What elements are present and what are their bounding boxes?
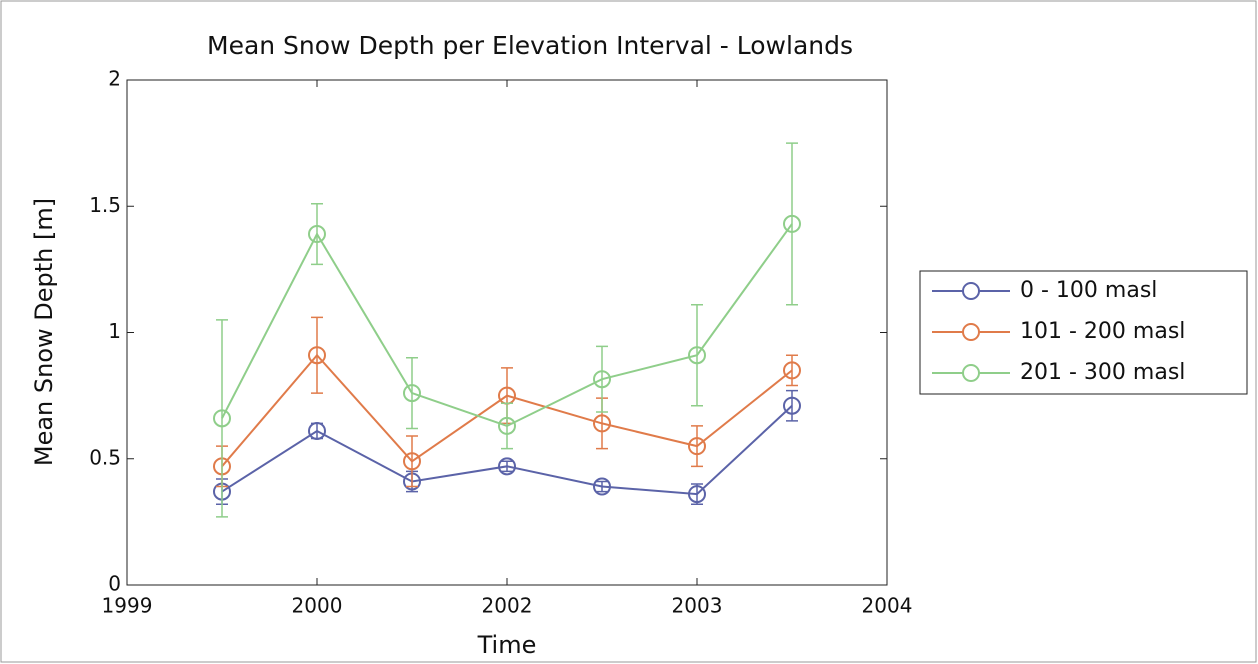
error-bar bbox=[786, 389, 798, 422]
marker bbox=[403, 452, 421, 471]
legend-label: 201 - 300 masl bbox=[1020, 360, 1185, 385]
chart-title: Mean Snow Depth per Elevation Interval -… bbox=[207, 31, 853, 60]
marker bbox=[783, 361, 801, 380]
error-bar bbox=[596, 345, 608, 413]
x-tick-label: 2003 bbox=[672, 594, 723, 618]
marker bbox=[688, 485, 706, 504]
x-axis-label: Time bbox=[477, 631, 537, 659]
marker bbox=[593, 477, 611, 496]
error-bar bbox=[596, 480, 608, 493]
y-tick-label: 1 bbox=[108, 319, 121, 343]
marker bbox=[688, 346, 706, 365]
y-tick-label: 0.5 bbox=[89, 445, 121, 469]
marker bbox=[308, 346, 326, 365]
error-bar bbox=[216, 319, 228, 518]
y-tick-label: 0 bbox=[108, 572, 121, 596]
error-bar bbox=[501, 402, 513, 450]
marker bbox=[593, 414, 611, 433]
legend-label: 101 - 200 masl bbox=[1020, 319, 1185, 344]
marker bbox=[688, 437, 706, 456]
x-tick-label: 1999 bbox=[102, 594, 153, 618]
marker bbox=[498, 416, 516, 435]
marker bbox=[308, 421, 326, 440]
y-tick-label: 1.5 bbox=[89, 193, 121, 217]
marker bbox=[308, 225, 326, 244]
marker bbox=[593, 370, 611, 389]
error-bar bbox=[406, 435, 418, 488]
legend-marker bbox=[962, 323, 980, 341]
error-bar bbox=[691, 425, 703, 468]
marker bbox=[783, 214, 801, 233]
legend-marker bbox=[962, 364, 980, 382]
error-bar bbox=[311, 202, 323, 266]
legend-marker bbox=[962, 282, 980, 300]
x-tick-label: 2004 bbox=[862, 594, 913, 618]
error-bar bbox=[691, 303, 703, 407]
error-bar bbox=[691, 483, 703, 505]
error-bar bbox=[311, 316, 323, 394]
error-bar bbox=[786, 142, 798, 306]
marker bbox=[498, 457, 516, 476]
x-tick-label: 2000 bbox=[292, 594, 343, 618]
error-bar bbox=[406, 357, 418, 430]
y-axis-label: Mean Snow Depth [m] bbox=[30, 198, 58, 466]
x-tick-label: 2002 bbox=[482, 594, 533, 618]
error-bar bbox=[786, 354, 798, 387]
legend-label: 0 - 100 masl bbox=[1020, 278, 1157, 303]
marker bbox=[213, 409, 231, 428]
marker bbox=[403, 384, 421, 403]
marker bbox=[783, 396, 801, 415]
error-bar bbox=[501, 460, 513, 473]
y-tick-label: 2 bbox=[108, 67, 121, 91]
